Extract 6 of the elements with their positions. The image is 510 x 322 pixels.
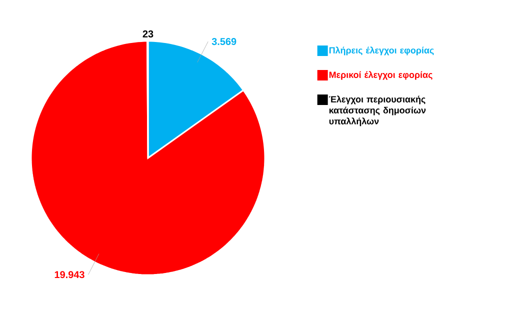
legend-label: Πλήρεις έλεγχοι εφορίας (329, 46, 434, 56)
legend-label: Μερικοί έλεγχοι εφορίας (329, 71, 432, 80)
data-label: 23 (142, 30, 154, 38)
legend-label: Έλεγχοι περιουσιακής κατάστασης δημοσίων υπαλλήλων (329, 96, 426, 126)
data-label: 19.943 (54, 271, 84, 278)
data-label: 3.569 (212, 38, 236, 46)
